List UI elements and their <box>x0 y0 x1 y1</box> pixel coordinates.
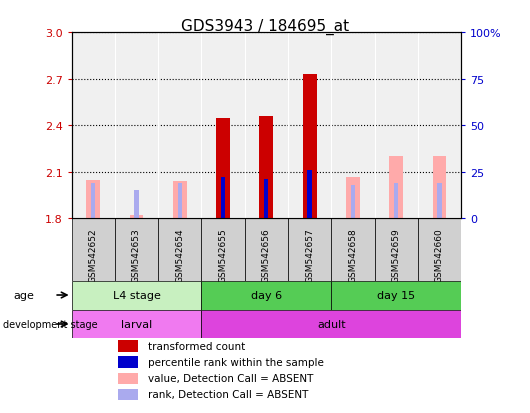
Bar <box>264 180 269 219</box>
Text: GSM542654: GSM542654 <box>175 228 184 282</box>
Bar <box>437 183 441 219</box>
Text: GSM542656: GSM542656 <box>262 228 271 283</box>
Bar <box>134 191 139 219</box>
Bar <box>201 281 331 310</box>
Bar <box>86 180 100 219</box>
Text: GSM542658: GSM542658 <box>348 228 357 283</box>
Bar <box>375 219 418 281</box>
Text: rank, Detection Call = ABSENT: rank, Detection Call = ABSENT <box>147 389 308 399</box>
Text: value, Detection Call = ABSENT: value, Detection Call = ABSENT <box>147 373 313 383</box>
Text: larval: larval <box>121 319 152 329</box>
Bar <box>129 216 144 219</box>
Text: GSM542659: GSM542659 <box>392 228 401 283</box>
Bar <box>72 219 115 281</box>
Bar <box>201 310 461 339</box>
Text: percentile rank within the sample: percentile rank within the sample <box>147 357 323 367</box>
Bar <box>158 219 201 281</box>
Bar <box>216 118 230 219</box>
Bar <box>418 219 461 281</box>
Bar <box>288 219 331 281</box>
Bar <box>118 340 138 351</box>
Bar <box>245 219 288 281</box>
Bar <box>303 75 316 219</box>
Text: adult: adult <box>317 319 346 329</box>
Bar <box>72 281 201 310</box>
Bar <box>394 183 399 219</box>
Bar <box>173 182 187 219</box>
Text: GSM542653: GSM542653 <box>132 228 141 283</box>
Bar <box>346 177 360 219</box>
Bar <box>201 219 245 281</box>
Bar <box>91 183 95 219</box>
Bar <box>118 373 138 384</box>
Bar <box>221 178 225 219</box>
Bar <box>331 281 461 310</box>
Bar <box>118 356 138 368</box>
Bar <box>118 389 138 400</box>
Text: age: age <box>13 290 34 300</box>
Bar <box>331 219 375 281</box>
Bar <box>432 157 446 219</box>
Bar <box>178 183 182 219</box>
Bar <box>351 185 355 219</box>
Bar <box>72 310 201 339</box>
Bar <box>259 116 273 219</box>
Text: GSM542657: GSM542657 <box>305 228 314 283</box>
Text: GSM542655: GSM542655 <box>218 228 227 283</box>
Text: GSM542660: GSM542660 <box>435 228 444 283</box>
Text: GDS3943 / 184695_at: GDS3943 / 184695_at <box>181 19 349 35</box>
Text: L4 stage: L4 stage <box>112 290 161 300</box>
Text: development stage: development stage <box>3 319 98 329</box>
Text: day 6: day 6 <box>251 290 282 300</box>
Text: transformed count: transformed count <box>147 341 245 351</box>
Bar <box>389 157 403 219</box>
Bar <box>307 171 312 219</box>
Bar <box>115 219 158 281</box>
Text: GSM542652: GSM542652 <box>89 228 98 282</box>
Text: day 15: day 15 <box>377 290 415 300</box>
